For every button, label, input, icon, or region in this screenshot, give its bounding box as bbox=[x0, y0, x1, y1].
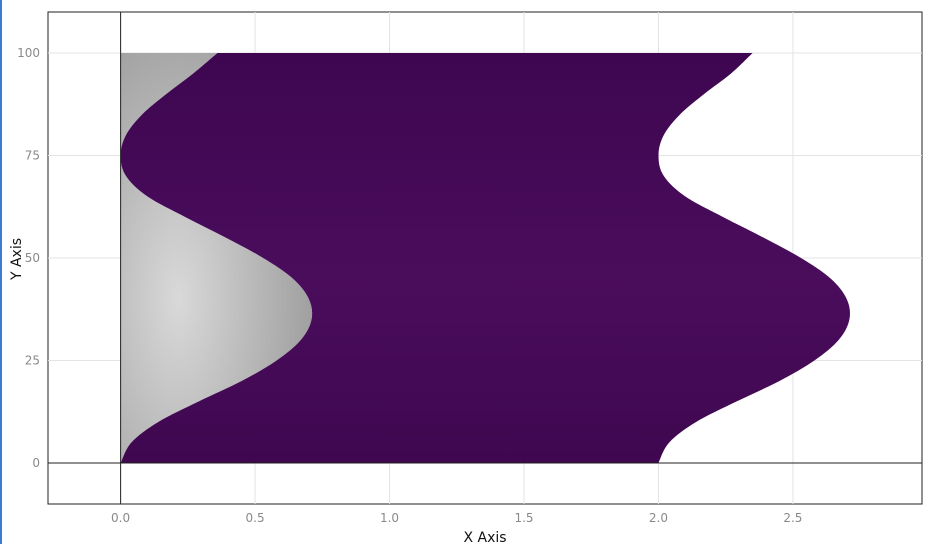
x-axis-title: X Axis bbox=[463, 530, 506, 544]
y-tick-label: 50 bbox=[25, 251, 40, 265]
x-tick-label: 0.5 bbox=[246, 511, 265, 525]
x-tick-label: 1.5 bbox=[514, 511, 533, 525]
area-series bbox=[120, 53, 850, 463]
y-tick-label: 75 bbox=[25, 149, 40, 163]
x-tick-label: 2.5 bbox=[783, 511, 802, 525]
y-tick-labels: 0 25 50 75 100 bbox=[17, 46, 40, 470]
area-series-0 bbox=[120, 53, 313, 463]
y-tick-label: 0 bbox=[32, 456, 40, 470]
y-axis-title: Y Axis bbox=[9, 238, 25, 281]
x-tick-label: 2.0 bbox=[649, 511, 668, 525]
x-tick-label: 1.0 bbox=[380, 511, 399, 525]
zero-lines bbox=[48, 12, 922, 504]
y-tick-label: 25 bbox=[25, 354, 40, 368]
x-tick-label: 0.0 bbox=[111, 511, 130, 525]
area-series-1 bbox=[120, 53, 850, 463]
x-tick-labels: 0.0 0.5 1.0 1.5 2.0 2.5 bbox=[111, 511, 802, 525]
y-tick-label: 100 bbox=[17, 46, 40, 60]
